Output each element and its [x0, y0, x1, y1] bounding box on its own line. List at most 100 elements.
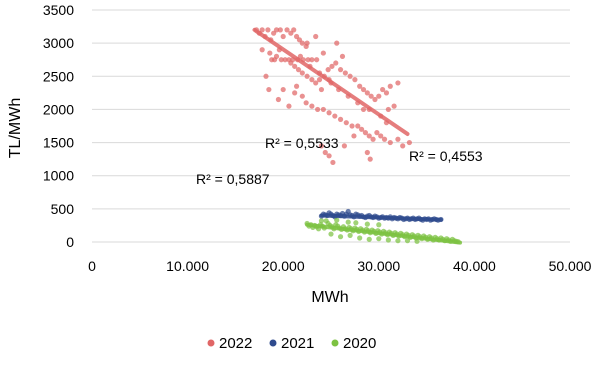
- data-point-2020: [353, 220, 359, 226]
- x-tick-label: 30.000: [357, 258, 400, 274]
- legend-label-2021: 2021: [281, 335, 314, 352]
- data-point-2022: [406, 139, 412, 146]
- x-axis-label: MWh: [311, 289, 348, 306]
- data-point-2022: [332, 113, 338, 119]
- y-tick-label: 1500: [43, 135, 74, 151]
- data-point-2022: [282, 57, 288, 63]
- data-point-2022: [275, 96, 282, 103]
- data-point-2022: [334, 40, 340, 46]
- data-point-2022: [259, 47, 265, 53]
- data-point-2022: [288, 60, 294, 66]
- x-tick-label: 0: [88, 258, 96, 274]
- data-point-2022: [400, 143, 406, 149]
- data-point-2022: [381, 136, 388, 142]
- data-point-2022: [292, 63, 298, 69]
- data-point-2022: [265, 27, 271, 33]
- data-point-2022: [351, 133, 357, 139]
- data-point-2022: [305, 57, 311, 63]
- data-point-2020: [404, 238, 411, 244]
- trendline-2022: [252, 27, 410, 136]
- y-tick-label: 500: [51, 201, 75, 217]
- data-point-2022: [395, 136, 401, 142]
- data-point-2020: [376, 222, 382, 228]
- r2-annotation-2022: R² = 0,5533: [265, 135, 339, 151]
- data-point-2022: [387, 139, 393, 146]
- data-point-2022: [366, 133, 372, 139]
- data-point-2022: [360, 86, 367, 93]
- x-tick-label: 40.000: [453, 258, 496, 274]
- data-point-2022: [259, 27, 265, 33]
- data-point-2022: [360, 106, 367, 113]
- data-point-2022: [341, 143, 347, 149]
- y-tick-label: 3000: [43, 35, 74, 51]
- y-tick-label: 2000: [43, 101, 74, 117]
- data-point-2022: [387, 83, 393, 89]
- y-axis-label: TL/MWh: [7, 98, 24, 158]
- data-point-2022: [314, 57, 320, 63]
- data-point-2022: [330, 159, 336, 166]
- gridlines: [92, 9, 570, 243]
- data-point-2022: [273, 27, 280, 33]
- data-point-2022: [318, 86, 325, 93]
- data-point-2022: [326, 110, 332, 116]
- data-point-2022: [380, 86, 386, 93]
- data-point-2022: [297, 53, 304, 60]
- data-point-2022: [292, 90, 298, 96]
- data-point-2022: [295, 67, 302, 73]
- data-point-2022: [339, 53, 346, 60]
- data-point-2022: [391, 103, 397, 109]
- data-point-2022: [318, 143, 325, 149]
- data-point-2022: [309, 77, 315, 83]
- data-point-2022: [304, 73, 310, 79]
- legend-marker-2021: [269, 339, 277, 347]
- data-point-2022: [337, 67, 344, 73]
- data-point-2022: [395, 80, 401, 86]
- data-point-2022: [299, 40, 305, 46]
- data-point-2022: [325, 67, 331, 73]
- data-point-2022: [349, 123, 355, 129]
- trendlines: [252, 27, 463, 245]
- data-point-2020: [345, 219, 351, 225]
- data-point-2022: [316, 77, 323, 83]
- data-point-2020: [318, 218, 325, 224]
- data-point-2022: [309, 103, 315, 109]
- data-point-2022: [355, 123, 361, 129]
- data-point-2022: [266, 86, 272, 93]
- data-point-2022: [370, 136, 376, 142]
- legend-label-2022: 2022: [219, 335, 252, 352]
- data-point-2022: [357, 83, 363, 89]
- data-point-2020: [364, 221, 370, 227]
- data-point-2022: [364, 149, 370, 156]
- data-point-2022: [271, 57, 278, 63]
- data-point-2022: [326, 153, 332, 159]
- data-point-2020: [376, 236, 382, 242]
- data-point-2022: [368, 93, 374, 99]
- data-point-2022: [313, 80, 319, 86]
- data-point-2022: [313, 33, 319, 40]
- data-point-2022: [333, 60, 339, 66]
- data-point-2022: [337, 116, 344, 122]
- data-point-2022: [315, 106, 321, 113]
- data-point-2022: [299, 70, 305, 76]
- data-point-2022: [303, 100, 309, 106]
- data-point-2022: [362, 130, 369, 136]
- x-tick-label: 50.000: [549, 258, 592, 274]
- data-point-2020: [337, 234, 344, 240]
- data-point-2022: [364, 90, 370, 96]
- data-point-2022: [299, 93, 305, 99]
- legend-label-2020: 2020: [343, 335, 376, 352]
- data-point-2022: [385, 106, 391, 113]
- r2-annotation-2021: R² = 0,4553: [409, 148, 483, 164]
- x-tick-label: 10.000: [166, 258, 209, 274]
- y-tick-label: 1000: [43, 168, 74, 184]
- data-point-2022: [277, 27, 283, 33]
- data-point-2022: [367, 156, 373, 162]
- data-point-2022: [320, 50, 326, 56]
- data-point-2022: [358, 126, 365, 132]
- data-point-2022: [304, 40, 310, 46]
- data-point-2022: [263, 73, 269, 79]
- data-point-2020: [395, 238, 401, 244]
- data-point-2022: [267, 50, 273, 56]
- data-point-2022: [280, 33, 286, 40]
